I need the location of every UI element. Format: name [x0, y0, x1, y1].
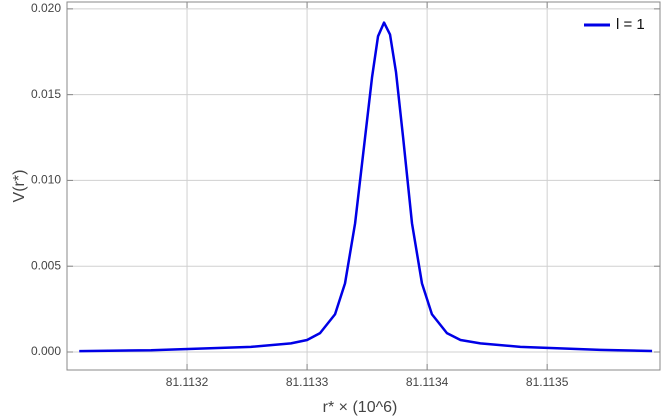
- y-tick-label: 0.015: [31, 87, 61, 101]
- plot-frame: [66, 1, 661, 371]
- x-tick-label: 81.1134: [406, 375, 449, 389]
- y-tick-label: 0.000: [31, 344, 61, 358]
- x-tick-label: 81.1132: [166, 375, 209, 389]
- y-tick-label: 0.005: [31, 258, 61, 272]
- x-axis-label: r* × (10^6): [323, 399, 398, 416]
- x-tick-label: 81.1135: [526, 375, 569, 389]
- x-tick-label: 81.1133: [286, 375, 329, 389]
- legend-label: l = 1: [616, 16, 645, 33]
- y-axis-label: V(r*): [11, 170, 28, 203]
- y-tick-label: 0.020: [31, 1, 61, 15]
- y-tick-label: 0.010: [31, 173, 61, 187]
- line: [79, 21, 653, 353]
